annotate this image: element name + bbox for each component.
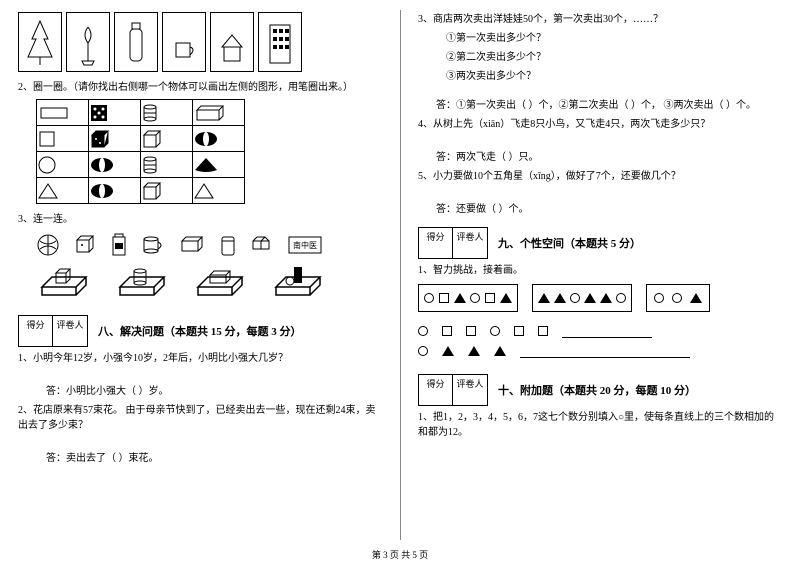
grid-cell bbox=[193, 100, 245, 126]
q4-answer: 答：两次飞走（ ）只。 bbox=[418, 150, 782, 165]
q2-prompt: 2、圈一圈。（请你找出右侧哪一个物体可以画出左侧的图形，用笔圈出来。） bbox=[18, 80, 382, 95]
dice-icon bbox=[74, 234, 96, 256]
grid-cell bbox=[89, 178, 141, 204]
pattern-row-3 bbox=[418, 344, 782, 358]
score-box-9: 得分 评卷人 九、个性空间（本题共 5 分） bbox=[418, 227, 782, 259]
thumb-plant bbox=[66, 12, 110, 72]
score-box-8: 得分 评卷人 八、解决问题（本题共 15 分，每题 3 分） bbox=[18, 315, 382, 347]
q8-2-answer: 答：卖出去了（ ）束花。 bbox=[18, 451, 382, 466]
pattern-row-1 bbox=[418, 284, 782, 312]
right-column: 3、商店两次卖出洋娃娃50个，第一次卖出30个，……？ ①第一次卖出多少个？ ②… bbox=[400, 0, 800, 540]
svg-text:南中医: 南中医 bbox=[293, 240, 317, 250]
thumb-thermos bbox=[114, 12, 158, 72]
q3-1: ①第一次卖出多少个？ bbox=[418, 31, 782, 46]
q5-answer: 答：还要做（ ）个。 bbox=[418, 202, 782, 217]
grid-cell bbox=[141, 152, 193, 178]
pattern-box bbox=[646, 284, 710, 312]
label-icon: 南中医 bbox=[288, 236, 322, 254]
grid-cell bbox=[141, 100, 193, 126]
grader-cell: 评卷人 bbox=[53, 316, 87, 346]
cube-stack-icon bbox=[250, 233, 274, 257]
score-cell: 得分 bbox=[19, 316, 53, 346]
shape-grid bbox=[36, 99, 245, 204]
grid-cell bbox=[193, 152, 245, 178]
score-box-10: 得分 评卷人 十、附加题（本题共 20 分，每题 10 分） bbox=[418, 374, 782, 406]
q3-answer: 答：①第一次卖出（ ）个，②第二次卖出（ ）个， ③两次卖出（ ）个。 bbox=[418, 98, 782, 113]
grid-cell bbox=[89, 126, 141, 152]
grid-cell bbox=[89, 152, 141, 178]
match-icons-top: 南中医 bbox=[36, 233, 382, 257]
q8-1: 1、小明今年12岁，小强今10岁，2年后，小明比小强大几岁？ bbox=[18, 351, 382, 366]
grid-cell bbox=[193, 178, 245, 204]
q9-1: 1、智力挑战，接着画。 bbox=[418, 263, 782, 278]
q4: 4、从树上先（xiān）飞走8只小鸟，又飞走4只，两次飞走多少只？ bbox=[418, 117, 782, 132]
pattern-box bbox=[532, 284, 632, 312]
q5: 5、小力要做10个五角星（xīng），做好了7个，还要做几个？ bbox=[418, 169, 782, 184]
ball-icon bbox=[36, 233, 60, 257]
q8-2: 2、花店原来有57束花。 由于母亲节快到了，已经卖出去一些，现在还剩24束，卖出… bbox=[18, 403, 382, 433]
thumb-tree bbox=[18, 12, 62, 72]
section-8-title: 八、解决问题（本题共 15 分，每题 3 分） bbox=[98, 323, 302, 339]
grader-cell: 评卷人 bbox=[453, 228, 487, 258]
grid-cell bbox=[37, 178, 89, 204]
match-trays-bottom bbox=[36, 265, 382, 303]
score-cell: 得分 bbox=[419, 228, 453, 258]
grader-cell: 评卷人 bbox=[453, 375, 487, 405]
thumb-house bbox=[210, 12, 254, 72]
grid-cell bbox=[37, 126, 89, 152]
thumb-cup bbox=[162, 12, 206, 72]
pattern-row-2 bbox=[418, 324, 782, 338]
section-9-title: 九、个性空间（本题共 5 分） bbox=[498, 235, 641, 251]
left-column: 2、圈一圈。（请你找出右侧哪一个物体可以画出左侧的图形，用笔圈出来。） bbox=[0, 0, 400, 540]
can2-icon bbox=[220, 233, 236, 257]
q3: 3、商店两次卖出洋娃娃50个，第一次卖出30个，……？ bbox=[418, 12, 782, 27]
tray-2 bbox=[114, 265, 170, 303]
q3-prompt: 3、连一连。 bbox=[18, 212, 382, 227]
section-10-title: 十、附加题（本题共 20 分，每题 10 分） bbox=[498, 382, 696, 398]
q3-3: ③两次卖出多少个？ bbox=[418, 69, 782, 84]
grid-cell bbox=[37, 152, 89, 178]
q10-1: 1、把1，2，3，4，5，6，7这七个数分别填入○里，使每条直线上的三个数相加的… bbox=[418, 410, 782, 440]
score-cell: 得分 bbox=[419, 375, 453, 405]
tray-3 bbox=[192, 265, 248, 303]
thumbnail-row bbox=[18, 12, 382, 72]
q3-2: ②第二次卖出多少个？ bbox=[418, 50, 782, 65]
grid-cell bbox=[89, 100, 141, 126]
cup-icon bbox=[142, 235, 164, 255]
tray-1 bbox=[36, 265, 92, 303]
column-divider bbox=[400, 10, 401, 540]
tray-4 bbox=[270, 265, 326, 303]
grid-cell bbox=[141, 126, 193, 152]
grid-cell bbox=[141, 178, 193, 204]
jar-icon bbox=[110, 233, 128, 257]
pattern-box bbox=[418, 284, 518, 312]
q8-1-answer: 答：小明比小强大（ ）岁。 bbox=[18, 384, 382, 399]
grid-cell bbox=[37, 100, 89, 126]
box-open-icon bbox=[178, 235, 206, 255]
grid-cell bbox=[193, 126, 245, 152]
thumb-building bbox=[258, 12, 302, 72]
page-footer: 第 3 页 共 5 页 bbox=[0, 548, 800, 561]
